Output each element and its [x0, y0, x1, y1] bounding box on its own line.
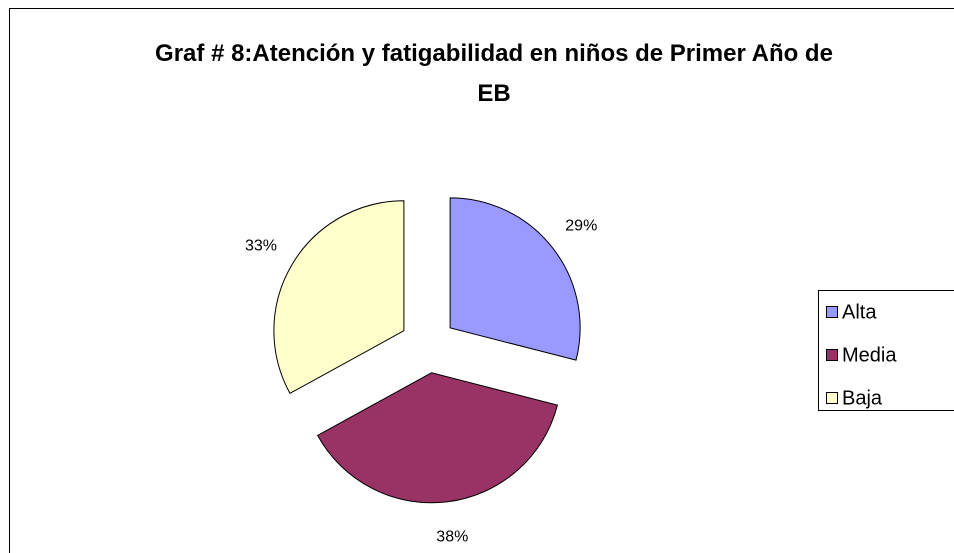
pie-slice	[316, 372, 559, 504]
data-label: 33%	[245, 237, 277, 254]
legend-swatch	[826, 349, 838, 361]
legend-swatch	[826, 392, 838, 404]
legend-box	[818, 290, 954, 411]
legend-label: Alta	[842, 301, 877, 323]
pie-slice	[449, 197, 581, 361]
data-label: 29%	[565, 217, 597, 234]
legend-swatch	[826, 306, 838, 318]
data-label: 38%	[436, 529, 468, 546]
legend-label: Media	[842, 344, 897, 366]
legend-label: Baja	[842, 387, 883, 409]
pie-slice	[273, 200, 405, 395]
chart-title: Graf # 8:Atención y fatigabilidad en niñ…	[155, 40, 833, 107]
